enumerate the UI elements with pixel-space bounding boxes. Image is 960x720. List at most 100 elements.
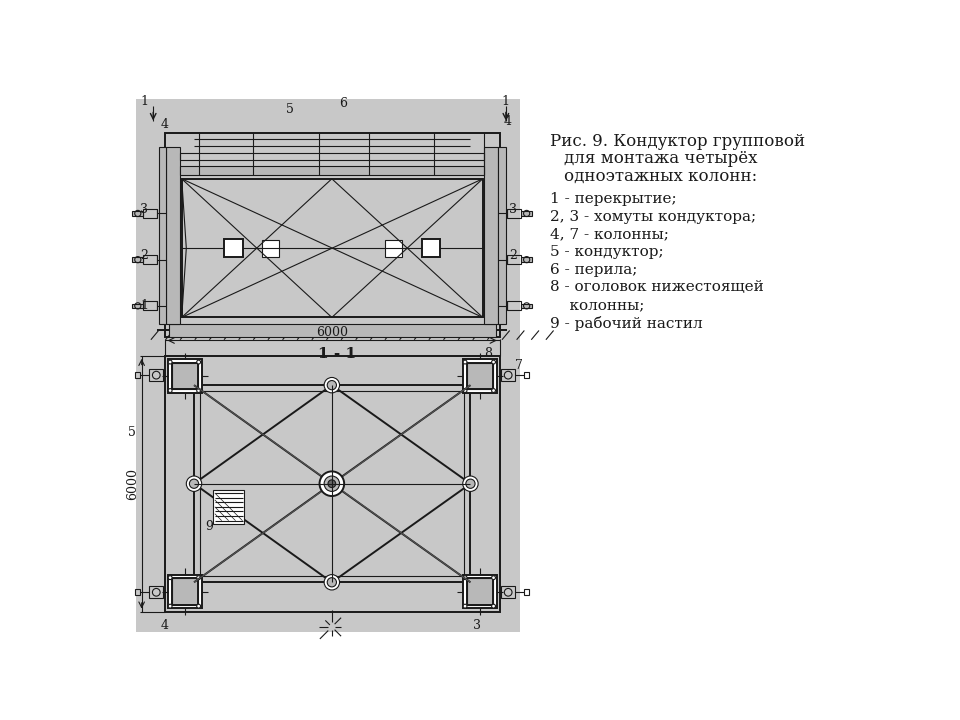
Bar bbox=[180, 166, 484, 175]
Bar bbox=[508, 255, 521, 264]
Bar bbox=[150, 586, 163, 598]
Bar bbox=[224, 239, 243, 257]
Bar bbox=[467, 363, 492, 389]
Text: 2: 2 bbox=[140, 249, 148, 262]
Bar bbox=[172, 363, 198, 389]
Bar bbox=[508, 301, 521, 310]
Text: 9 - рабочий настил: 9 - рабочий настил bbox=[550, 316, 703, 331]
Text: 6: 6 bbox=[340, 96, 348, 110]
Bar bbox=[484, 147, 498, 324]
Bar bbox=[165, 132, 500, 337]
Text: 4: 4 bbox=[161, 619, 169, 632]
Text: 1 - перекрытие;: 1 - перекрытие; bbox=[550, 192, 677, 206]
Bar bbox=[521, 304, 532, 308]
Bar bbox=[467, 363, 492, 389]
Bar bbox=[168, 359, 202, 393]
Circle shape bbox=[463, 360, 467, 364]
Bar bbox=[136, 99, 519, 631]
Circle shape bbox=[168, 360, 172, 364]
Circle shape bbox=[492, 576, 495, 580]
Circle shape bbox=[186, 476, 202, 492]
Text: колонны;: колонны; bbox=[550, 298, 644, 312]
Text: 2, 3 - хомуты кондуктора;: 2, 3 - хомуты кондуктора; bbox=[550, 210, 756, 224]
Circle shape bbox=[492, 360, 495, 364]
Bar bbox=[135, 372, 140, 378]
Bar bbox=[501, 586, 516, 598]
Bar bbox=[524, 372, 529, 378]
Circle shape bbox=[320, 472, 344, 496]
Text: 1 - 1: 1 - 1 bbox=[318, 346, 356, 361]
Bar bbox=[385, 240, 402, 256]
Bar bbox=[213, 490, 244, 523]
Circle shape bbox=[168, 576, 172, 580]
Text: 3: 3 bbox=[472, 619, 481, 632]
Bar bbox=[463, 575, 496, 608]
Circle shape bbox=[168, 604, 172, 608]
Bar bbox=[521, 257, 532, 262]
Text: 6000: 6000 bbox=[126, 468, 139, 500]
Bar bbox=[201, 391, 465, 576]
Text: для монтажа четырёх: для монтажа четырёх bbox=[564, 150, 757, 167]
Text: 2: 2 bbox=[509, 249, 516, 262]
Text: 5: 5 bbox=[128, 426, 135, 439]
Text: 8 - оголовок нижестоящей: 8 - оголовок нижестоящей bbox=[550, 280, 763, 294]
Bar bbox=[172, 578, 198, 605]
Bar bbox=[168, 575, 202, 608]
Circle shape bbox=[168, 389, 172, 392]
Bar bbox=[498, 147, 506, 324]
Text: 5: 5 bbox=[286, 103, 294, 116]
Text: 8: 8 bbox=[484, 347, 492, 360]
Text: 4: 4 bbox=[504, 114, 512, 127]
Text: одноэтажных колонн:: одноэтажных колонн: bbox=[564, 168, 756, 185]
Bar bbox=[262, 240, 278, 256]
Bar bbox=[166, 147, 180, 324]
Bar bbox=[135, 589, 140, 595]
Text: Рис. 9. Кондуктор групповой: Рис. 9. Кондуктор групповой bbox=[550, 132, 804, 150]
Bar bbox=[422, 239, 441, 257]
Circle shape bbox=[324, 476, 340, 492]
Text: 3: 3 bbox=[140, 203, 148, 216]
Bar bbox=[467, 578, 492, 605]
Bar bbox=[165, 356, 500, 611]
Bar bbox=[132, 257, 143, 262]
Bar bbox=[132, 211, 143, 216]
Bar bbox=[463, 359, 496, 393]
Circle shape bbox=[324, 377, 340, 393]
Bar bbox=[508, 209, 521, 218]
Circle shape bbox=[463, 389, 467, 392]
Bar bbox=[143, 209, 157, 218]
Bar bbox=[143, 255, 157, 264]
Bar bbox=[172, 578, 198, 605]
Bar bbox=[181, 179, 483, 318]
Circle shape bbox=[327, 577, 336, 587]
Text: 4, 7 - колонны;: 4, 7 - колонны; bbox=[550, 228, 668, 241]
Bar bbox=[180, 153, 484, 160]
Text: 3: 3 bbox=[509, 203, 516, 216]
Bar bbox=[521, 211, 532, 216]
Bar bbox=[194, 385, 470, 582]
Text: 6 - перила;: 6 - перила; bbox=[550, 263, 637, 276]
Circle shape bbox=[492, 604, 495, 608]
Circle shape bbox=[328, 480, 336, 487]
Circle shape bbox=[492, 389, 495, 392]
Text: 1: 1 bbox=[501, 95, 509, 108]
Bar bbox=[150, 369, 163, 382]
Circle shape bbox=[197, 576, 201, 580]
Bar bbox=[501, 369, 516, 382]
Circle shape bbox=[463, 476, 478, 492]
Text: 1: 1 bbox=[140, 95, 148, 108]
Bar bbox=[158, 147, 166, 324]
Text: 7: 7 bbox=[516, 359, 523, 372]
Bar bbox=[524, 589, 529, 595]
Bar bbox=[169, 324, 496, 337]
Circle shape bbox=[324, 575, 340, 590]
Bar bbox=[467, 578, 492, 605]
Circle shape bbox=[466, 479, 475, 488]
Circle shape bbox=[197, 360, 201, 364]
Text: 6000: 6000 bbox=[316, 326, 348, 339]
Text: 5 - кондуктор;: 5 - кондуктор; bbox=[550, 245, 663, 259]
Circle shape bbox=[197, 389, 201, 392]
Bar bbox=[172, 363, 198, 389]
Bar bbox=[132, 304, 143, 308]
Circle shape bbox=[463, 576, 467, 580]
